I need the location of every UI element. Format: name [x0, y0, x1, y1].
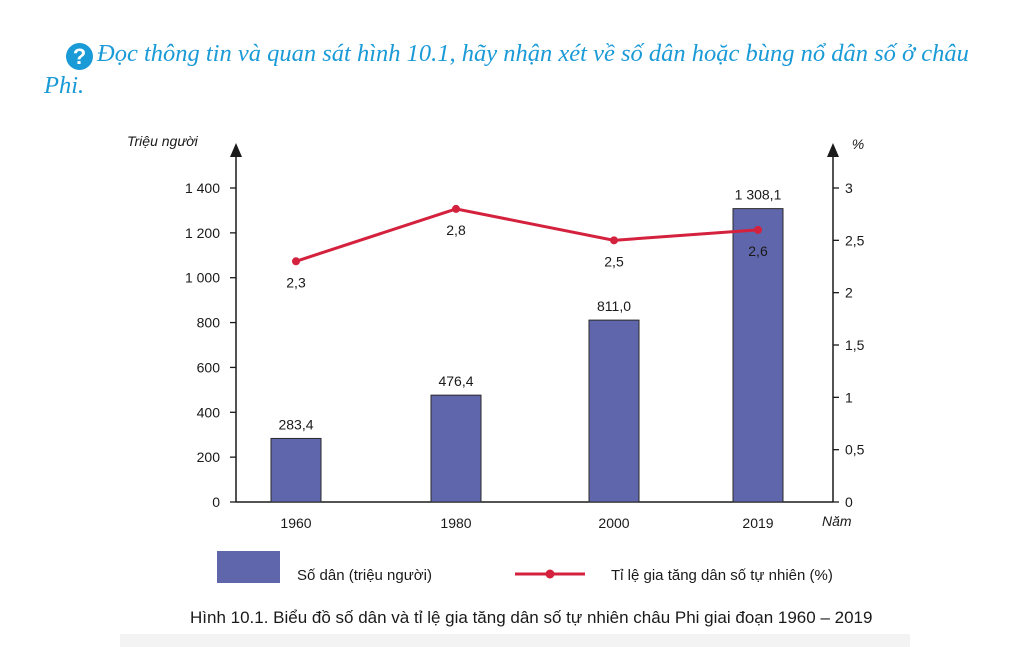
- rate-line: [295, 207, 759, 263]
- right-tick-label: 2,5: [845, 232, 865, 248]
- right-tick-label: 0: [845, 494, 853, 510]
- rate-point: [754, 225, 762, 234]
- question-text: ? Đọc thông tin và quan sát hình 10.1, hã…: [44, 38, 994, 101]
- right-axis-arrow: [827, 143, 839, 157]
- rate-point: [452, 204, 460, 213]
- left-tick-label: 0: [212, 494, 220, 510]
- bar: [732, 208, 784, 503]
- x-tick-label: 2000: [598, 515, 629, 531]
- x-tick-label: 2019: [742, 515, 773, 531]
- left-tick-label: 200: [197, 449, 221, 465]
- right-tick-label: 1: [845, 389, 853, 405]
- rate-point: [610, 236, 618, 245]
- bar-label: 811,0: [597, 298, 631, 314]
- left-tick-label: 400: [197, 404, 221, 420]
- rate-label: 2,5: [604, 253, 624, 269]
- legend-line-label: Tỉ lệ gia tăng dân số tự nhiên (%): [611, 567, 833, 584]
- x-axis-title: Năm: [822, 513, 852, 529]
- left-tick-label: 1 000: [185, 270, 220, 286]
- legend-bar-label: Số dân (triệu người): [297, 567, 432, 584]
- rate-label: 2,8: [446, 222, 466, 238]
- left-tick-label: 600: [197, 359, 221, 375]
- bar-label: 283,4: [278, 416, 313, 432]
- question-icon: ?: [66, 43, 93, 70]
- left-axis-arrow: [230, 143, 242, 157]
- x-tick-label: 1960: [280, 515, 311, 531]
- rate-label: 2,6: [748, 243, 768, 259]
- figure-caption: Hình 10.1. Biểu đồ số dân và tỉ lệ gia t…: [190, 608, 873, 627]
- question-body: Đọc thông tin và quan sát hình 10.1, hãy…: [44, 40, 969, 99]
- left-axis-title: Triệu người: [127, 133, 199, 149]
- bottom-band: [120, 634, 910, 647]
- bar: [430, 394, 482, 503]
- bar-label: 476,4: [438, 373, 473, 389]
- right-tick-label: 0,5: [845, 442, 865, 458]
- right-axis-title: %: [852, 136, 864, 152]
- rate-point: [292, 257, 300, 266]
- combo-chart: Triệu người % Năm 0 200 400 600 800 1 000 1 200 1 …: [127, 133, 865, 531]
- left-tick-label: 1 400: [185, 180, 220, 196]
- bar: [270, 437, 322, 503]
- bar: [588, 319, 640, 503]
- legend-bar-swatch: [217, 551, 280, 583]
- right-tick-label: 3: [845, 180, 853, 196]
- rate-label: 2,3: [286, 274, 306, 290]
- left-tick-label: 1 200: [185, 225, 220, 241]
- left-tick-label: 800: [197, 315, 221, 331]
- right-tick-label: 1,5: [845, 337, 865, 353]
- right-tick-label: 2: [845, 285, 853, 301]
- x-tick-label: 1980: [440, 515, 471, 531]
- legend-line-swatch: [515, 569, 585, 579]
- bar-label: 1 308,1: [735, 187, 782, 203]
